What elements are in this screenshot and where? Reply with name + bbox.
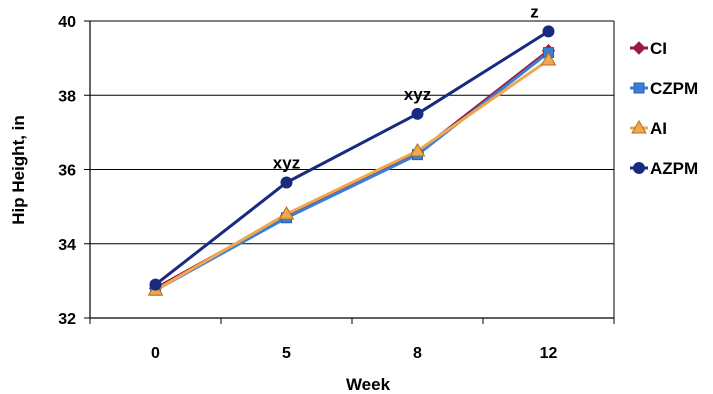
data-point-ai: [409, 142, 426, 157]
legend-marker-czpm: [633, 82, 645, 94]
legend-label-azpm: AZPM: [650, 159, 698, 178]
data-point-ai: [278, 206, 295, 220]
series-line-azpm: [154, 30, 550, 286]
legend-marker-ai: [631, 120, 647, 134]
x-tick-label: 8: [413, 345, 422, 362]
series-line-czpm: [154, 51, 550, 292]
legend-marker-ci: [632, 41, 646, 55]
series-line-ai: [154, 58, 550, 292]
significance-annotation: xyz: [273, 153, 300, 172]
x-tick-label: 0: [151, 345, 160, 362]
significance-annotation: xyz: [404, 85, 431, 104]
y-tick-label: 40: [58, 14, 76, 31]
x-axis-title: Week: [346, 375, 391, 394]
legend: CI CZPM AI AZPM: [630, 39, 698, 178]
series-lines: [147, 25, 557, 296]
data-point-azpm: [411, 107, 424, 120]
x-tick-label: 12: [540, 345, 558, 362]
y-tick-label: 38: [58, 88, 76, 105]
annotations: xyz xyz z: [273, 2, 539, 172]
axes: 32 34 36 38 40 0 5 8 12: [58, 14, 615, 362]
x-tick-label: 5: [282, 345, 291, 362]
legend-label-ai: AI: [650, 119, 667, 138]
data-point-azpm: [149, 278, 162, 291]
y-tick-label: 32: [58, 311, 76, 328]
legend-label-czpm: CZPM: [650, 79, 698, 98]
legend-label-ci: CI: [650, 39, 667, 58]
data-point-azpm: [280, 176, 293, 189]
legend-marker-azpm: [633, 162, 645, 174]
y-axis-title: Hip Height, in: [9, 115, 28, 225]
y-tick-label: 34: [58, 237, 76, 254]
data-point-ai: [540, 51, 557, 66]
y-tick-label: 36: [58, 163, 76, 180]
data-point-azpm: [542, 25, 555, 38]
significance-annotation: z: [530, 2, 539, 21]
